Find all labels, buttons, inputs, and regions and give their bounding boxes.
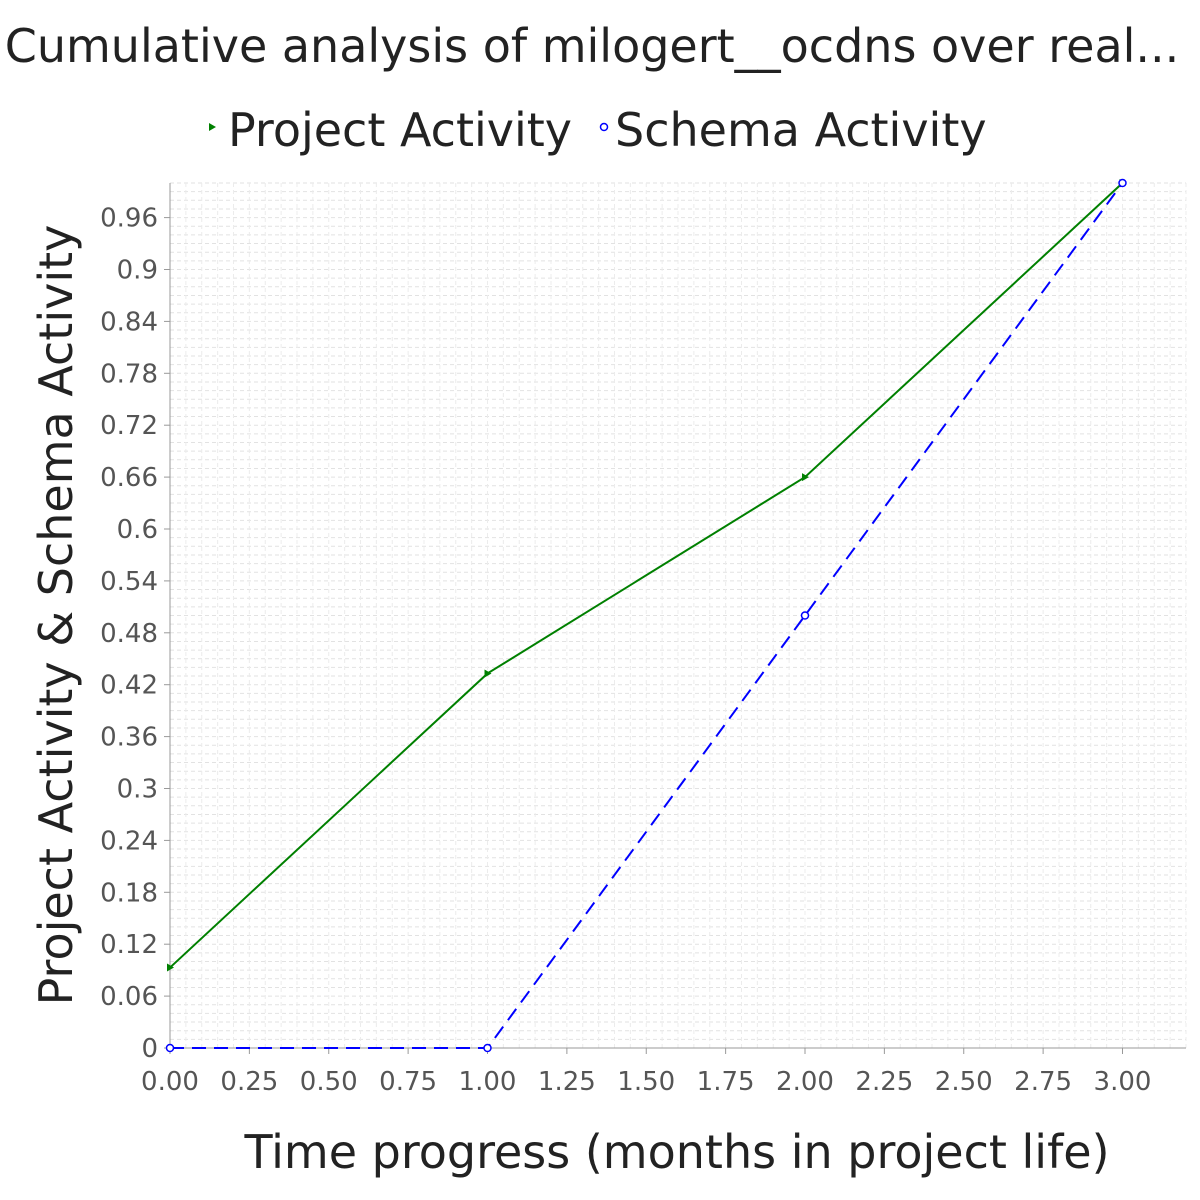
y-tick-label: 0.18 [100,878,158,908]
x-tick-label: 2.00 [776,1067,834,1097]
y-tick-label: 0 [141,1034,158,1064]
y-tick-label: 0.36 [100,723,158,753]
x-tick-label: 3.00 [1094,1067,1152,1097]
legend: Project Activity Schema Activity [209,103,987,157]
data-point [483,1043,492,1053]
series [165,178,1127,1053]
y-tick-label: 0.42 [100,671,158,701]
data-point [802,473,809,482]
series-line-1 [169,182,1124,969]
x-tick-label: 0.00 [141,1067,199,1097]
x-tick-label: 2.25 [855,1067,913,1097]
y-axis-label: Project Activity & Schema Activity [29,225,83,1006]
y-tick-label: 0.54 [100,567,158,597]
y-tick-label: 0.3 [117,775,158,805]
x-tick-labels: 0.00 0.25 0.50 0.75 1.00 1.25 1.50 1.75 2.00 2.25… [141,1067,1151,1097]
chart-title: Cumulative analysis of milogert__ocdns o… [5,19,1180,73]
x-tick-label: 1.25 [538,1067,596,1097]
x-axis-label: Time progress (months in project life) [243,1125,1109,1179]
y-tick-label: 0.12 [100,930,158,960]
y-tick-label: 0.6 [117,515,158,545]
x-tick-label: 0.50 [300,1067,358,1097]
y-tick-label: 0.9 [117,256,158,286]
data-point [165,1043,175,1053]
y-tick-label: 0.06 [100,982,158,1012]
x-tick-label: 2.50 [935,1067,993,1097]
grid [169,182,1187,1049]
legend-marker-schema [599,122,609,132]
axes [164,183,1186,1054]
y-tick-label: 0.96 [100,204,158,234]
x-tick-label: 2.75 [1014,1067,1072,1097]
y-tick-label: 0.48 [100,619,158,649]
x-tick-label: 1.50 [617,1067,675,1097]
x-tick-label: 0.75 [379,1067,437,1097]
x-tick-label: 0.25 [220,1067,278,1097]
y-tick-labels: 0 0.06 0.12 0.18 0.24 0.3 0.36 0.42 0.48 0.54 0.6 0… [100,204,158,1064]
y-tick-label: 0.66 [100,463,158,493]
x-tick-label: 1.75 [697,1067,755,1097]
legend-label: Schema Activity [615,103,987,157]
legend-label: Project Activity [228,103,572,157]
y-tick-label: 0.72 [100,411,158,441]
y-tick-label: 0.78 [100,359,158,389]
data-point [1118,178,1127,188]
data-point [800,611,810,620]
x-tick-label: 1.00 [459,1067,517,1097]
data-point [484,669,492,678]
series-line-2 [170,182,1124,1049]
data-point [167,963,174,972]
legend-marker-project [209,123,216,131]
y-tick-label: 0.24 [100,826,158,856]
y-tick-label: 0.84 [100,307,158,337]
